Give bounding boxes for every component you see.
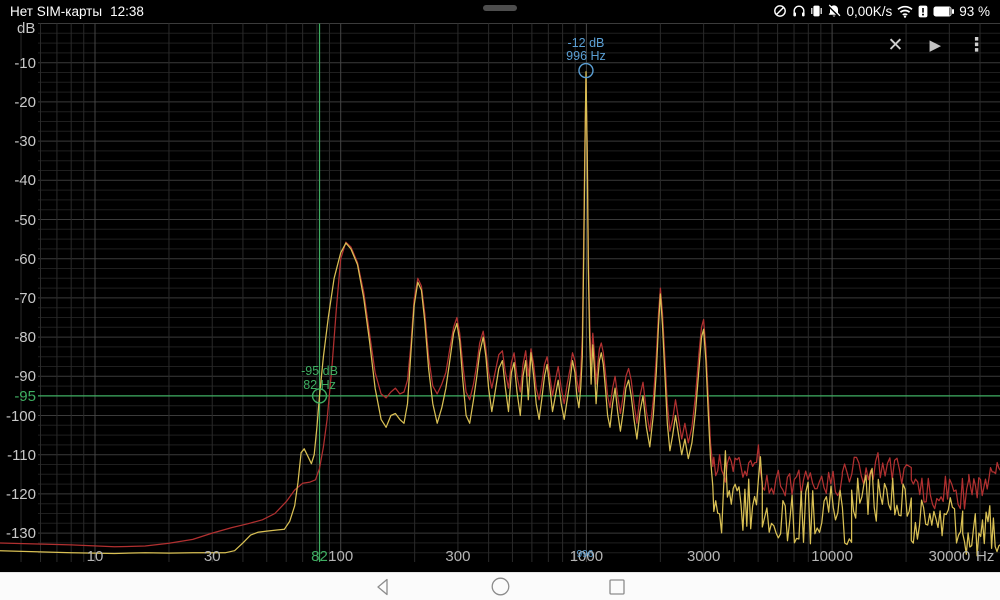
trace-live-spectrum — [0, 71, 1000, 557]
peak-marker-db-label: -12 dB — [567, 35, 605, 50]
cursor-marker-annotation: -95 dB 82 Hz — [301, 363, 338, 393]
y-tick-label: -110 — [7, 446, 36, 464]
peak-marker-circle — [578, 62, 594, 79]
headphones-icon — [792, 4, 806, 18]
spectrum-plot[interactable] — [0, 0, 1000, 572]
cursor-marker-db-label: -95 dB — [301, 363, 338, 378]
x-tick-label: 100 — [328, 548, 354, 565]
wifi-icon — [897, 5, 913, 18]
navigation-bar — [0, 572, 1000, 600]
do-not-disturb-icon — [773, 4, 787, 18]
battery-percent-text: 93 % — [959, 3, 990, 19]
cursor-marker-circle — [311, 388, 328, 404]
x-tick-label: 82 — [311, 548, 328, 565]
y-tick-label: -40 — [14, 172, 36, 190]
peak-marker-bottom-freq-label: 996 — [576, 549, 594, 560]
sim-alert-icon — [918, 5, 928, 18]
y-tick-label: -90 — [14, 368, 36, 386]
clock-text: 12:38 — [110, 3, 144, 19]
x-tick-label: 3000 — [686, 548, 721, 565]
y-tick-label: -80 — [14, 329, 36, 347]
network-speed-text: 0,00K/s — [846, 3, 893, 19]
y-tick-label: -100 — [5, 407, 36, 425]
y-axis-unit-label: dB — [17, 20, 36, 37]
y-tick-label: -10 — [14, 54, 36, 72]
y-tick-label: -60 — [14, 250, 36, 268]
network-status-text: Нет SIM-карты — [10, 3, 103, 19]
x-tick-label: 10 — [86, 548, 104, 565]
x-tick-label: 10000 — [811, 548, 853, 565]
y-tick-label: -120 — [5, 485, 36, 503]
toolbar: ✕ ▶ ⋮ — [888, 36, 986, 55]
x-tick-label: 30000 — [928, 548, 971, 565]
x-tick-label: 30 — [203, 548, 221, 565]
peak-marker-annotation: -12 dB 996 Hz — [566, 35, 606, 65]
overflow-menu-icon[interactable]: ⋮ — [967, 35, 986, 56]
spectrum-chart: dB -10 -20 -30 -40 -50 -60 -70 -80 -90 -95 -100 -11… — [0, 0, 1000, 572]
y-tick-label: -130 — [5, 525, 36, 543]
status-bar-handle — [483, 5, 517, 11]
vibration-icon — [811, 4, 823, 18]
recents-icon[interactable] — [608, 578, 626, 596]
y-tick-label: -95 — [14, 387, 36, 405]
home-icon[interactable] — [491, 577, 510, 596]
status-bar: Нет SIM-карты 12:38 0,00K/s 93 % — [0, 0, 1000, 22]
notifications-muted-icon — [827, 4, 841, 18]
y-tick-label: -20 — [14, 93, 36, 111]
trace-max-hold — [0, 77, 1000, 548]
x-tick-label: 300 — [445, 548, 471, 565]
y-tick-label: -30 — [14, 133, 36, 151]
back-icon[interactable] — [375, 578, 393, 596]
close-icon[interactable]: ✕ — [887, 35, 904, 56]
play-icon[interactable]: ▶ — [929, 37, 941, 54]
peak-marker-freq-label: 996 Hz — [566, 49, 606, 64]
x-axis-unit-label: Hz — [976, 548, 995, 565]
y-tick-label: -70 — [14, 289, 36, 307]
battery-icon — [933, 6, 955, 17]
y-tick-label: -50 — [14, 211, 36, 229]
x-tick-label: 1000 — [569, 548, 604, 565]
cursor-marker-freq-label: 82 Hz — [303, 377, 336, 392]
